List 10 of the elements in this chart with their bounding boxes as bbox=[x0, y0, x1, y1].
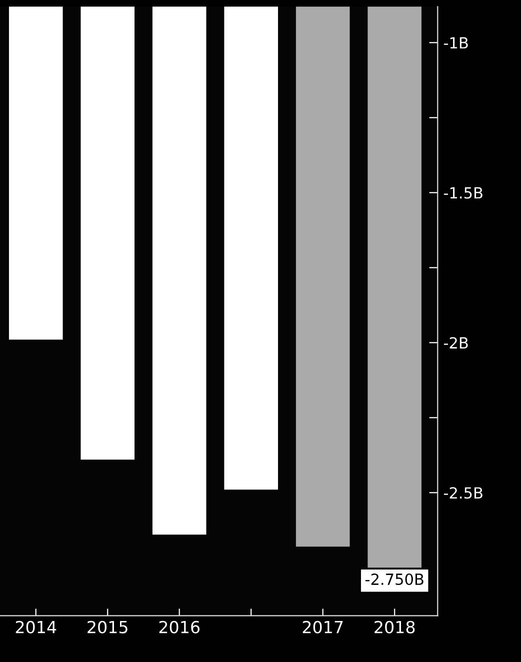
x-tick-label: 2017 bbox=[302, 620, 343, 634]
y-tick-label: -1B bbox=[444, 37, 468, 48]
y-tick-label: -2.5B bbox=[444, 487, 482, 499]
data-label: -2.750B bbox=[365, 573, 424, 586]
x-tick-label: 2018 bbox=[374, 620, 415, 634]
x-tick-label: 2014 bbox=[16, 620, 56, 634]
y-tick-label: -1.5B bbox=[444, 187, 482, 199]
x-tick-label: 2015 bbox=[88, 620, 128, 634]
y-tick-label: -2B bbox=[444, 337, 468, 348]
x-tick-label: 2016 bbox=[159, 620, 200, 634]
